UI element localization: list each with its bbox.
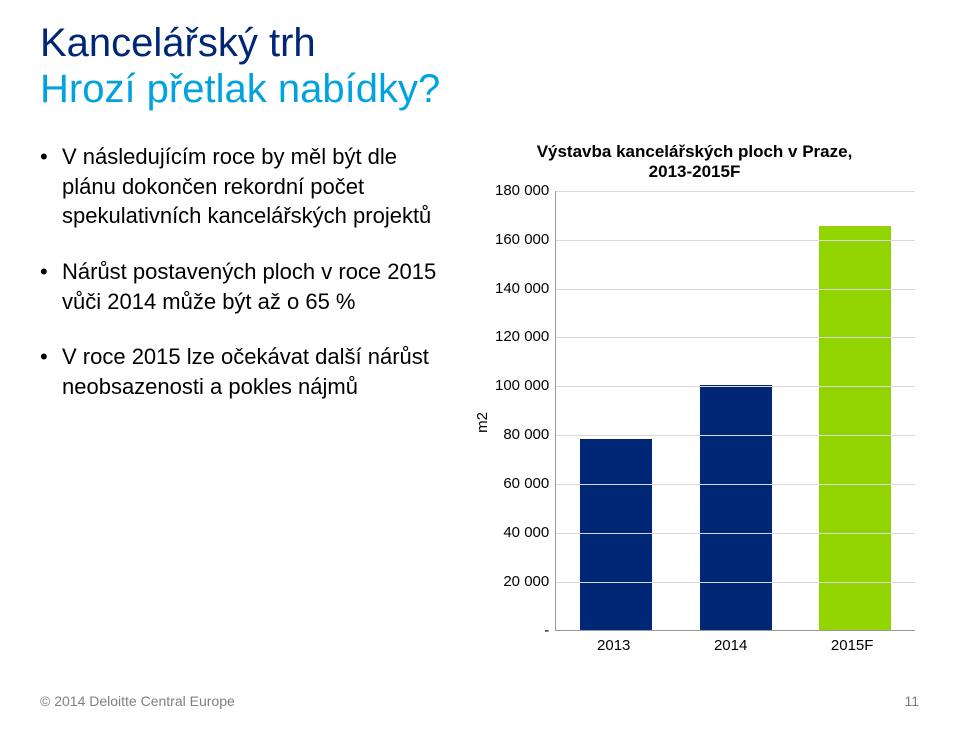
chart-xtick: 2013 <box>597 637 630 654</box>
bullet-item: Nárůst postavených ploch v roce 2015 vůč… <box>40 257 450 316</box>
footer: © 2014 Deloitte Central Europe 11 <box>40 693 919 709</box>
chart-gridline <box>556 289 915 290</box>
chart-plot-wrap: 2013 2014 2015F <box>555 191 915 654</box>
chart: m2 180 000160 000140 000120 000100 00080… <box>470 191 919 654</box>
bullet-list: V následujícím roce by měl být dle plánu… <box>40 142 470 654</box>
chart-bar <box>580 439 652 630</box>
bullet-item: V roce 2015 lze očekávat další nárůst ne… <box>40 342 450 401</box>
bullet-item: V následujícím roce by měl být dle plánu… <box>40 142 450 231</box>
chart-title-line2: 2013-2015F <box>649 162 741 181</box>
chart-gridline <box>556 386 915 387</box>
chart-gridline <box>556 435 915 436</box>
chart-gridline <box>556 337 915 338</box>
chart-title-line1: Výstavba kancelářských ploch v Praze, <box>537 142 853 161</box>
chart-gridline <box>556 240 915 241</box>
chart-bars <box>556 191 915 630</box>
chart-xaxis: 2013 2014 2015F <box>555 631 915 654</box>
chart-area: Výstavba kancelářských ploch v Praze, 20… <box>470 142 919 654</box>
chart-xtick: 2014 <box>714 637 747 654</box>
chart-yaxis: 180 000160 000140 000120 000100 00080 00… <box>495 191 555 631</box>
chart-gridline <box>556 533 915 534</box>
content-row: V následujícím roce by měl být dle plánu… <box>40 142 919 654</box>
footer-page-number: 11 <box>904 693 919 709</box>
chart-plot <box>555 191 915 631</box>
chart-gridline <box>556 484 915 485</box>
chart-gridline <box>556 582 915 583</box>
title-line2: Hrozí přetlak nabídky? <box>40 66 919 112</box>
chart-xtick: 2015F <box>831 637 874 654</box>
chart-bar <box>700 385 772 629</box>
slide: Kancelářský trh Hrozí přetlak nabídky? V… <box>0 0 959 729</box>
footer-copyright: © 2014 Deloitte Central Europe <box>40 693 235 709</box>
chart-gridline <box>556 191 915 192</box>
title-line1: Kancelářský trh <box>40 20 919 66</box>
chart-ylabel: m2 <box>470 412 495 433</box>
title-block: Kancelářský trh Hrozí přetlak nabídky? <box>40 20 919 112</box>
chart-title: Výstavba kancelářských ploch v Praze, 20… <box>470 142 919 183</box>
chart-bar <box>819 226 891 629</box>
